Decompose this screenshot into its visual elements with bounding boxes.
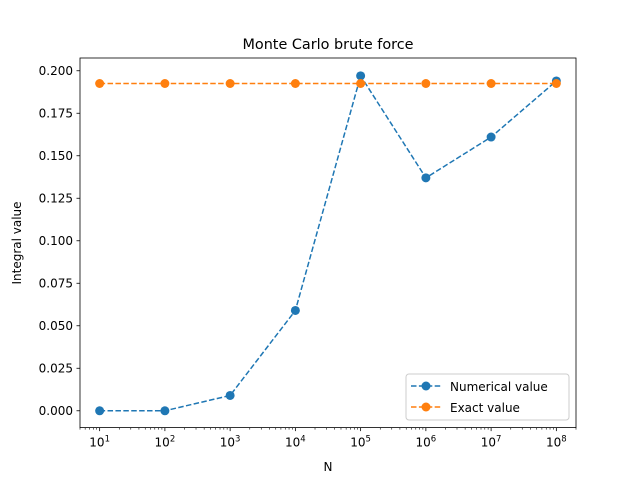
series-1-point-0 bbox=[95, 79, 105, 88]
y-tick-label-8: 0.200 bbox=[39, 64, 73, 78]
y-tick-label-7: 0.175 bbox=[39, 107, 73, 121]
x-axis-label: N bbox=[324, 460, 333, 474]
legend-marker-numerical bbox=[421, 381, 431, 391]
x-tick-label-2: 103 bbox=[220, 435, 241, 450]
x-tick-label-7: 108 bbox=[546, 435, 567, 450]
series-0-point-2 bbox=[225, 390, 235, 400]
series-line-0 bbox=[99, 74, 557, 412]
series-0-point-1 bbox=[160, 406, 170, 416]
legend-label-exact: Exact value bbox=[450, 401, 520, 415]
y-tick-label-6: 0.150 bbox=[39, 149, 73, 163]
y-tick-label-5: 0.125 bbox=[39, 192, 73, 206]
x-tick-label-0: 101 bbox=[89, 435, 110, 450]
y-tick-label-0: 0.000 bbox=[39, 404, 73, 418]
legend-box bbox=[405, 373, 570, 421]
series-1-point-1 bbox=[160, 79, 170, 88]
series-0-point-5 bbox=[421, 173, 431, 183]
series-1-point-6 bbox=[486, 79, 496, 88]
series-1-point-5 bbox=[421, 79, 431, 88]
legend-label-numerical: Numerical value bbox=[450, 380, 548, 394]
y-tick-label-1: 0.025 bbox=[39, 362, 73, 376]
series-1-point-4 bbox=[356, 79, 366, 88]
series-0-point-3 bbox=[290, 305, 300, 315]
plot-layer bbox=[95, 71, 561, 416]
series-1-point-7 bbox=[551, 79, 561, 88]
x-tick-label-3: 104 bbox=[285, 435, 306, 450]
x-tick-label-4: 105 bbox=[350, 435, 371, 450]
x-tick-label-1: 102 bbox=[155, 435, 176, 450]
series-1-point-3 bbox=[290, 79, 300, 88]
series-0-point-0 bbox=[95, 406, 105, 416]
x-tick-label-6: 107 bbox=[481, 435, 502, 450]
series-0-point-4 bbox=[356, 71, 366, 81]
y-tick-label-3: 0.075 bbox=[39, 277, 73, 291]
x-tick-label-5: 106 bbox=[416, 435, 437, 450]
chart-title: Monte Carlo brute force bbox=[242, 37, 413, 53]
series-0-point-6 bbox=[486, 132, 496, 142]
y-tick-label-4: 0.100 bbox=[39, 234, 73, 248]
legend: Numerical value Exact value bbox=[405, 373, 570, 421]
y-axis-label: Integral value bbox=[10, 201, 24, 284]
legend-marker-exact bbox=[421, 402, 431, 412]
y-tick-label-2: 0.050 bbox=[39, 319, 73, 333]
plot-frame bbox=[79, 57, 577, 429]
series-1-point-2 bbox=[225, 79, 235, 88]
